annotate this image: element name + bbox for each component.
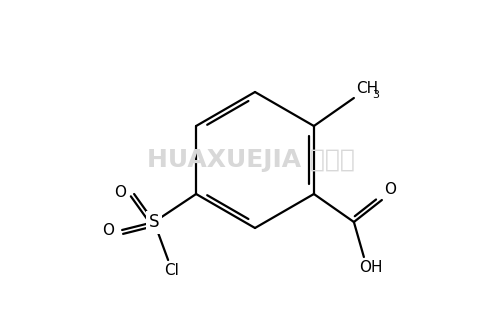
Text: Cl: Cl — [164, 263, 179, 278]
Text: O: O — [384, 182, 396, 197]
Text: HUAXUEJIA 化学加: HUAXUEJIA 化学加 — [147, 148, 354, 172]
Text: O: O — [102, 222, 114, 237]
Text: CH: CH — [356, 81, 378, 96]
Text: S: S — [149, 213, 159, 231]
Text: OH: OH — [359, 260, 382, 275]
Text: O: O — [114, 185, 126, 199]
Text: 3: 3 — [372, 90, 379, 100]
